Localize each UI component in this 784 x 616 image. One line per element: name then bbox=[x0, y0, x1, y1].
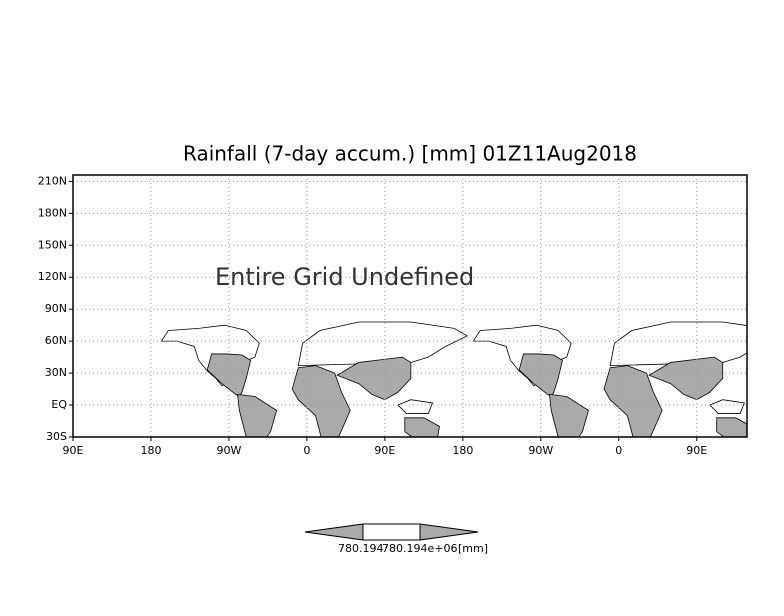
colorbar-label: 780.194 bbox=[338, 542, 384, 555]
x-tick-label: 180 bbox=[140, 444, 161, 457]
y-tick-label: 210N bbox=[38, 174, 67, 187]
colorbar-high bbox=[419, 523, 479, 541]
colorbar-label: [mm] bbox=[458, 542, 488, 555]
y-tick-label: 30N bbox=[45, 366, 67, 379]
continent bbox=[716, 417, 747, 437]
colorbar-label: 780.194e+06 bbox=[382, 542, 457, 555]
x-tick-label: 90W bbox=[217, 444, 242, 457]
y-tick-label: 150N bbox=[38, 238, 67, 251]
y-tick-label: 90N bbox=[45, 302, 67, 315]
x-tick-label: 90W bbox=[528, 444, 553, 457]
x-tick-label: 0 bbox=[303, 444, 310, 457]
plot-frame bbox=[72, 174, 748, 438]
continent bbox=[549, 393, 589, 437]
continent bbox=[648, 356, 724, 401]
x-tick-label: 90E bbox=[63, 444, 84, 457]
continent bbox=[709, 399, 745, 414]
continent bbox=[609, 321, 747, 367]
map-title: Rainfall (7-day accum.) [mm] 01Z11Aug201… bbox=[183, 142, 637, 166]
x-tick-label: 90E bbox=[686, 444, 707, 457]
continent bbox=[404, 417, 440, 437]
colorbar: 780.194 780.194e+06 [mm] bbox=[304, 523, 488, 555]
x-tick-label: 0 bbox=[615, 444, 622, 457]
y-tick-label: 180N bbox=[38, 206, 67, 219]
annotation: Entire Grid Undefined bbox=[215, 263, 474, 291]
y-tick-label: 120N bbox=[38, 270, 67, 283]
continent bbox=[237, 393, 278, 437]
y-tick-label: 60N bbox=[45, 334, 67, 347]
colorbar-box bbox=[362, 523, 421, 541]
x-tick-label: 180 bbox=[452, 444, 473, 457]
continent bbox=[397, 399, 434, 414]
y-tick-label: 30S bbox=[46, 430, 67, 443]
x-tick-label: 90E bbox=[374, 444, 395, 457]
colorbar-low bbox=[304, 523, 364, 541]
y-tick-label: EQ bbox=[51, 398, 67, 411]
land bbox=[160, 321, 747, 437]
continent bbox=[297, 321, 469, 367]
continent bbox=[336, 356, 412, 401]
